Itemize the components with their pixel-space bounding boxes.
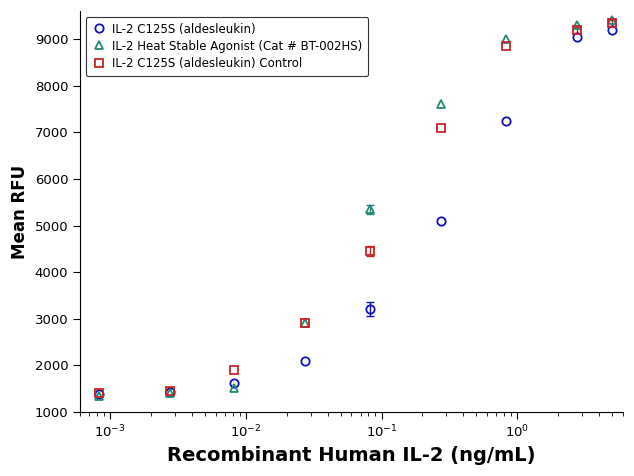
IL-2 C125S (aldesleukin) [94, 391, 102, 397]
Line: IL-2 Heat Stable Agonist (Cat # BT-002HS): IL-2 Heat Stable Agonist (Cat # BT-002HS… [94, 16, 616, 400]
Y-axis label: Mean RFU: Mean RFU [11, 164, 29, 258]
IL-2 Heat Stable Agonist (Cat # BT-002HS) [166, 390, 174, 396]
IL-2 C125S (aldesleukin) Control [609, 20, 616, 26]
IL-2 Heat Stable Agonist (Cat # BT-002HS) [437, 101, 445, 107]
IL-2 C125S (aldesleukin) [437, 218, 445, 224]
IL-2 C125S (aldesleukin) Control [437, 125, 445, 130]
X-axis label: Recombinant Human IL-2 (ng/mL): Recombinant Human IL-2 (ng/mL) [167, 446, 536, 465]
IL-2 C125S (aldesleukin) Control [94, 390, 102, 396]
IL-2 C125S (aldesleukin) [573, 34, 581, 40]
IL-2 C125S (aldesleukin) Control [231, 367, 238, 373]
IL-2 C125S (aldesleukin) Control [366, 248, 374, 254]
IL-2 Heat Stable Agonist (Cat # BT-002HS) [302, 320, 309, 326]
Line: IL-2 C125S (aldesleukin): IL-2 C125S (aldesleukin) [94, 26, 616, 398]
Legend: IL-2 C125S (aldesleukin), IL-2 Heat Stable Agonist (Cat # BT-002HS), IL-2 C125S : IL-2 C125S (aldesleukin), IL-2 Heat Stab… [86, 17, 368, 76]
IL-2 Heat Stable Agonist (Cat # BT-002HS) [231, 385, 238, 390]
IL-2 Heat Stable Agonist (Cat # BT-002HS) [609, 18, 616, 23]
IL-2 Heat Stable Agonist (Cat # BT-002HS) [366, 206, 374, 212]
IL-2 C125S (aldesleukin) [502, 118, 510, 123]
IL-2 C125S (aldesleukin) [166, 389, 174, 395]
IL-2 Heat Stable Agonist (Cat # BT-002HS) [573, 22, 581, 28]
IL-2 C125S (aldesleukin) [366, 307, 374, 312]
IL-2 C125S (aldesleukin) Control [166, 388, 174, 394]
Line: IL-2 C125S (aldesleukin) Control: IL-2 C125S (aldesleukin) Control [94, 19, 616, 397]
IL-2 Heat Stable Agonist (Cat # BT-002HS) [94, 393, 102, 398]
IL-2 C125S (aldesleukin) Control [502, 43, 510, 49]
IL-2 C125S (aldesleukin) Control [302, 320, 309, 326]
IL-2 C125S (aldesleukin) [302, 358, 309, 364]
IL-2 C125S (aldesleukin) Control [573, 27, 581, 33]
IL-2 C125S (aldesleukin) [609, 27, 616, 33]
IL-2 Heat Stable Agonist (Cat # BT-002HS) [502, 36, 510, 42]
IL-2 C125S (aldesleukin) [231, 380, 238, 386]
